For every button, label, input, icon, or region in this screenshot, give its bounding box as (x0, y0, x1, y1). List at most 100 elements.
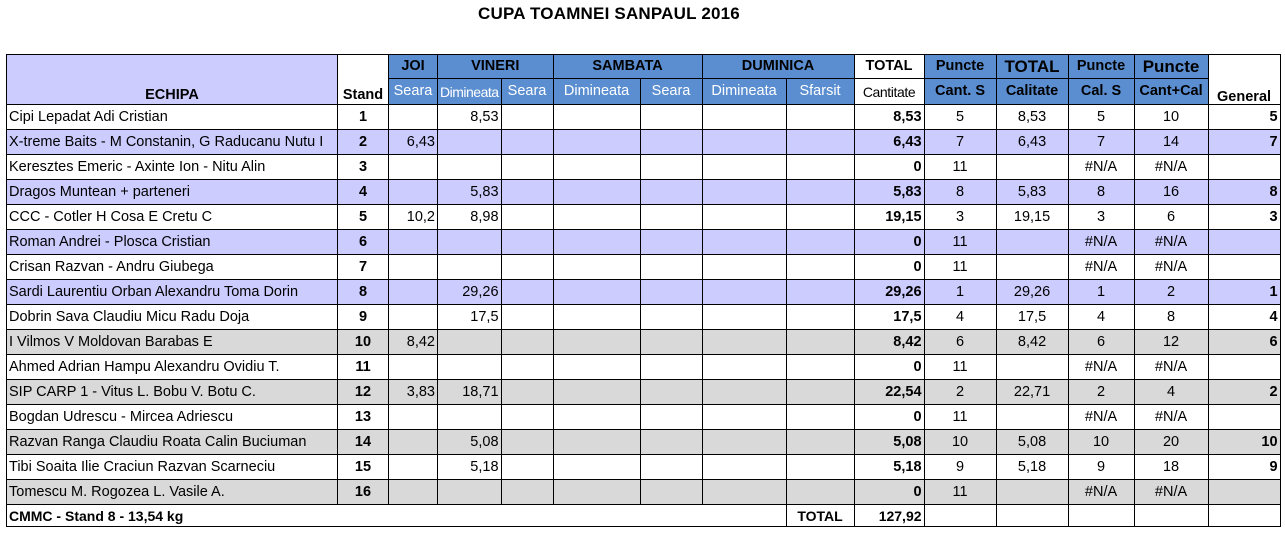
general-cell: 10 (1207, 429, 1281, 455)
cal-s-cell: 7 (1067, 129, 1135, 155)
cant-s-cell: 3 (923, 204, 997, 230)
vineri-seara-cell (500, 479, 554, 505)
cant-s-cell: 1 (923, 279, 997, 305)
sambata-seara-cell (639, 429, 703, 455)
calitate-cell: 29,26 (995, 279, 1069, 305)
sambata-dimineata-cell (552, 204, 641, 230)
duminica-dimineata-cell (701, 279, 787, 305)
joi-seara-cell: 10,2 (388, 204, 438, 230)
calitate-cell: 8,53 (995, 104, 1069, 130)
sambata-dimineata-cell (552, 329, 641, 355)
cant-cal-cell: #N/A (1133, 404, 1209, 430)
duminica-dimineata-cell (701, 154, 787, 180)
vineri-dimineata-cell: 8,53 (437, 104, 502, 130)
general-cell (1207, 354, 1281, 380)
stand-cell: 15 (337, 454, 389, 480)
cant-cal-cell: 10 (1133, 104, 1209, 130)
footer-row: CMMC - Stand 8 - 13,54 kg TOTAL 127,92 (6, 504, 1281, 527)
vineri-dimineata-cell: 5,18 (437, 454, 502, 480)
footer-note: CMMC - Stand 8 - 13,54 kg (6, 504, 787, 527)
vineri-dimineata-cell (437, 229, 502, 255)
cal-s-cell: 10 (1067, 429, 1135, 455)
cant-s-cell: 11 (923, 229, 997, 255)
duminica-sfarsit-cell (785, 304, 855, 330)
header-puncte-3: Puncte (1133, 54, 1209, 79)
vineri-dimineata-cell (437, 129, 502, 155)
header-cal-s: Cal. S (1067, 78, 1135, 105)
duminica-sfarsit-cell (785, 129, 855, 155)
joi-seara-cell (388, 404, 438, 430)
duminica-sfarsit-cell (785, 479, 855, 505)
cantitate-cell: 8,53 (853, 104, 925, 130)
vineri-seara-cell (500, 429, 554, 455)
duminica-sfarsit-cell (785, 179, 855, 205)
cantitate-cell: 0 (853, 354, 925, 380)
cal-s-cell: 9 (1067, 454, 1135, 480)
header-total: TOTAL (853, 54, 925, 79)
stand-cell: 1 (337, 104, 389, 130)
vineri-seara-cell (500, 329, 554, 355)
cant-cal-cell: 20 (1133, 429, 1209, 455)
cant-s-cell: 11 (923, 404, 997, 430)
cantitate-cell: 19,15 (853, 204, 925, 230)
stand-cell: 9 (337, 304, 389, 330)
general-cell: 9 (1207, 454, 1281, 480)
footer-empty-cell (1133, 504, 1209, 527)
duminica-sfarsit-cell (785, 254, 855, 280)
header-session: Seara (500, 78, 554, 105)
cant-cal-cell: 4 (1133, 379, 1209, 405)
cantitate-cell: 5,83 (853, 179, 925, 205)
vineri-dimineata-cell: 29,26 (437, 279, 502, 305)
sambata-dimineata-cell (552, 429, 641, 455)
general-cell: 2 (1207, 379, 1281, 405)
footer-empty-cell (1067, 504, 1135, 527)
joi-seara-cell (388, 104, 438, 130)
cant-cal-cell: 14 (1133, 129, 1209, 155)
general-cell (1207, 404, 1281, 430)
cant-cal-cell: #N/A (1133, 229, 1209, 255)
joi-seara-cell (388, 304, 438, 330)
cant-cal-cell: 6 (1133, 204, 1209, 230)
stand-cell: 3 (337, 154, 389, 180)
footer-empty-cell (995, 504, 1069, 527)
vineri-dimineata-cell: 8,98 (437, 204, 502, 230)
general-cell (1207, 479, 1281, 505)
vineri-dimineata-cell: 5,08 (437, 429, 502, 455)
footer-empty-cell (923, 504, 997, 527)
cant-cal-cell: #N/A (1133, 154, 1209, 180)
table-row: Bogdan Udrescu - Mircea Adriescu 13 0 11 #N/… (6, 404, 1281, 430)
sambata-seara-cell (639, 279, 703, 305)
cant-cal-cell: #N/A (1133, 479, 1209, 505)
vineri-seara-cell (500, 154, 554, 180)
results-table: ECHIPA Stand JOI VINERI SAMBATA DUMINICA… (6, 54, 1281, 527)
duminica-dimineata-cell (701, 304, 787, 330)
stand-cell: 14 (337, 429, 389, 455)
cantitate-cell: 0 (853, 404, 925, 430)
footer-empty-cell (1207, 504, 1281, 527)
header-session: Seara (388, 78, 438, 105)
joi-seara-cell: 3,83 (388, 379, 438, 405)
vineri-seara-cell (500, 129, 554, 155)
general-cell: 8 (1207, 179, 1281, 205)
cant-cal-cell: #N/A (1133, 254, 1209, 280)
vineri-dimineata-cell (437, 479, 502, 505)
table-row: Keresztes Emeric - Axinte Ion - Nitu Ali… (6, 154, 1281, 180)
sambata-dimineata-cell (552, 104, 641, 130)
header-day-vineri: VINERI (437, 54, 554, 79)
duminica-sfarsit-cell (785, 229, 855, 255)
joi-seara-cell: 8,42 (388, 329, 438, 355)
sambata-seara-cell (639, 304, 703, 330)
cant-cal-cell: 18 (1133, 454, 1209, 480)
stand-cell: 13 (337, 404, 389, 430)
header-cantitate: Cantitate (853, 78, 925, 105)
sambata-seara-cell (639, 329, 703, 355)
team-name-cell: Keresztes Emeric - Axinte Ion - Nitu Ali… (6, 154, 338, 180)
header-general: General (1207, 54, 1281, 105)
table-row: Sardi Laurentiu Orban Alexandru Toma Dor… (6, 279, 1281, 305)
cant-cal-cell: 2 (1133, 279, 1209, 305)
calitate-cell (995, 354, 1069, 380)
vineri-seara-cell (500, 354, 554, 380)
calitate-cell: 8,42 (995, 329, 1069, 355)
header-cant-cal: Cant+Cal (1133, 78, 1209, 105)
cal-s-cell: #N/A (1067, 229, 1135, 255)
